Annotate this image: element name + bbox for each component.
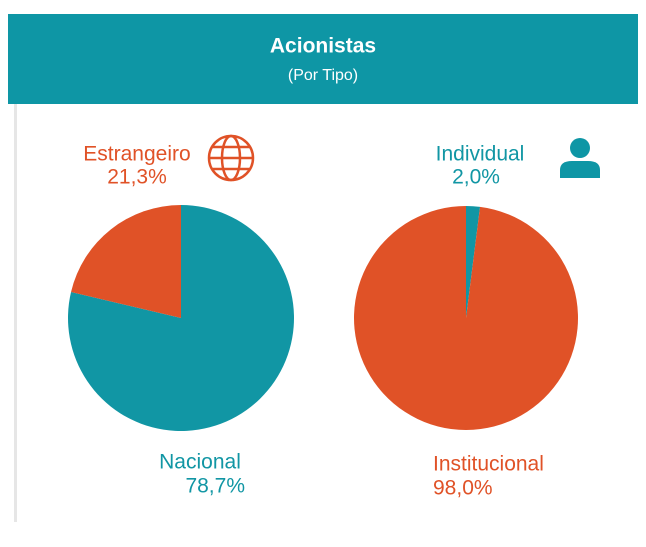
globe-icon	[207, 134, 255, 182]
slice-value: 21,3%	[107, 166, 167, 189]
slice-name: Individual	[436, 143, 525, 166]
slice-value: 78,7%	[185, 475, 245, 498]
pie-slice	[354, 206, 579, 430]
pie-slice	[466, 206, 481, 318]
person-icon	[560, 138, 600, 178]
slice-value: 2,0%	[452, 166, 500, 189]
title: Acionistas	[270, 35, 376, 58]
card-border	[14, 104, 17, 522]
slice-name: Nacional	[159, 451, 241, 474]
pie-slice	[71, 204, 181, 318]
header-bar	[8, 14, 638, 104]
slice-name: Institucional	[433, 453, 544, 476]
subtitle: (Por Tipo)	[288, 67, 358, 84]
slice-name: Estrangeiro	[83, 143, 190, 166]
slice-value: 98,0%	[433, 477, 493, 500]
